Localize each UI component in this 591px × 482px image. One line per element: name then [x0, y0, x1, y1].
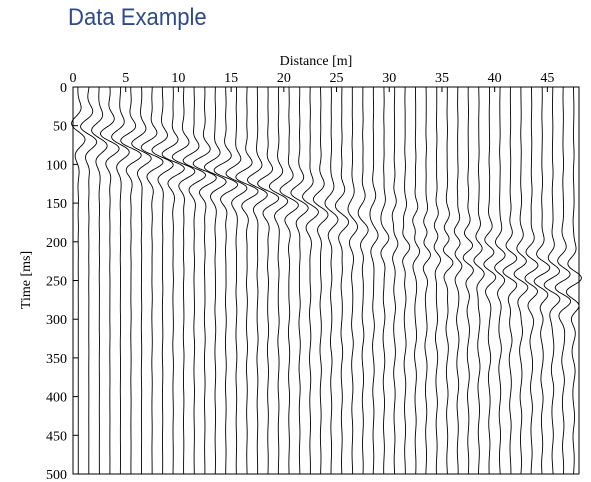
seismic-trace-20 — [268, 86, 289, 475]
seismic-trace-5 — [111, 86, 130, 474]
seismic-trace-4 — [100, 86, 120, 475]
y-tick-label-6: 300 — [46, 313, 67, 328]
seismic-trace-43 — [513, 87, 529, 475]
seismic-trace-23 — [302, 86, 319, 475]
seismic-trace-40 — [483, 86, 497, 475]
seismic-trace-7 — [131, 86, 152, 474]
y-tick-label-5: 250 — [46, 275, 67, 290]
seismic-trace-27 — [347, 86, 359, 475]
y-tick-label-3: 150 — [46, 197, 67, 212]
x-tick-label-9: 45 — [540, 71, 554, 86]
x-tick-label-1: 5 — [122, 71, 129, 86]
y-tick-label-2: 100 — [46, 158, 67, 173]
seismic-trace-9 — [151, 86, 174, 475]
seismic-trace-2 — [80, 86, 98, 474]
x-tick-label-6: 30 — [382, 71, 396, 86]
seismic-trace-3 — [91, 86, 108, 474]
seismic-trace-14 — [204, 86, 227, 475]
page-heading: Data Example — [68, 4, 207, 31]
seismic-trace-33 — [412, 86, 421, 475]
x-tick-label-4: 20 — [277, 71, 291, 86]
seismic-trace-30 — [380, 87, 390, 475]
seismic-trace-46 — [543, 87, 561, 475]
seismic-trace-35 — [433, 86, 441, 475]
seismic-trace-42 — [502, 86, 518, 475]
seismic-trace-6 — [120, 86, 142, 474]
seismic-trace-45 — [533, 86, 551, 475]
y-tick-label-10: 500 — [46, 468, 67, 482]
seismic-trace-29 — [369, 86, 379, 475]
seismic-trace-48 — [565, 87, 582, 475]
x-tick-label-5: 25 — [330, 71, 344, 86]
x-axis-ticks: 0 5 10 15 20 25 30 35 40 45 — [70, 71, 554, 92]
seismic-trace-44 — [524, 86, 539, 474]
seismic-trace-8 — [140, 86, 164, 474]
seismic-traces — [71, 86, 582, 475]
seismic-trace-36 — [442, 87, 454, 475]
seismic-trace-13 — [192, 86, 217, 475]
x-tick-label-2: 10 — [171, 71, 185, 86]
seismic-trace-31 — [391, 86, 399, 475]
seismic-trace-37 — [453, 86, 463, 475]
seismic-trace-39 — [473, 86, 485, 475]
seismic-trace-32 — [402, 86, 411, 474]
seismic-trace-28 — [357, 87, 369, 475]
seismic-trace-34 — [422, 86, 431, 475]
seismic-trace-18 — [246, 86, 268, 475]
y-tick-label-9: 450 — [46, 429, 67, 444]
x-tick-label-0: 0 — [70, 71, 77, 86]
seismic-trace-12 — [182, 86, 206, 475]
plot-frame — [72, 86, 580, 475]
y-tick-label-7: 350 — [46, 352, 67, 367]
seismic-trace-22 — [290, 86, 309, 474]
x-tick-label-7: 35 — [435, 71, 449, 86]
seismic-trace-16 — [225, 86, 248, 475]
seismic-trace-47 — [554, 86, 572, 475]
y-tick-label-0: 0 — [60, 81, 67, 96]
seismic-trace-11 — [171, 86, 196, 475]
seismic-trace-25 — [324, 86, 339, 474]
y-axis-title: Time [ms] — [19, 251, 34, 309]
y-tick-label-1: 50 — [53, 120, 67, 135]
seismic-trace-1 — [71, 86, 86, 474]
seismic-trace-41 — [494, 86, 506, 475]
seismic-trace-19 — [257, 86, 280, 475]
seismic-trace-15 — [213, 87, 238, 474]
x-tick-label-3: 15 — [224, 71, 238, 86]
y-tick-label-4: 200 — [46, 236, 67, 251]
x-tick-label-8: 40 — [488, 71, 502, 86]
seismic-trace-38 — [462, 86, 474, 475]
seismic-trace-21 — [279, 87, 299, 475]
seismic-trace-17 — [235, 86, 259, 475]
x-axis-title: Distance [m] — [280, 54, 353, 69]
y-axis-ticks: 0 50 100 150 200 250 300 350 400 450 500 — [46, 81, 78, 482]
seismic-trace-26 — [334, 87, 350, 475]
seismic-trace-24 — [312, 87, 329, 475]
seismic-trace-10 — [161, 86, 185, 474]
y-tick-label-8: 400 — [46, 391, 67, 406]
